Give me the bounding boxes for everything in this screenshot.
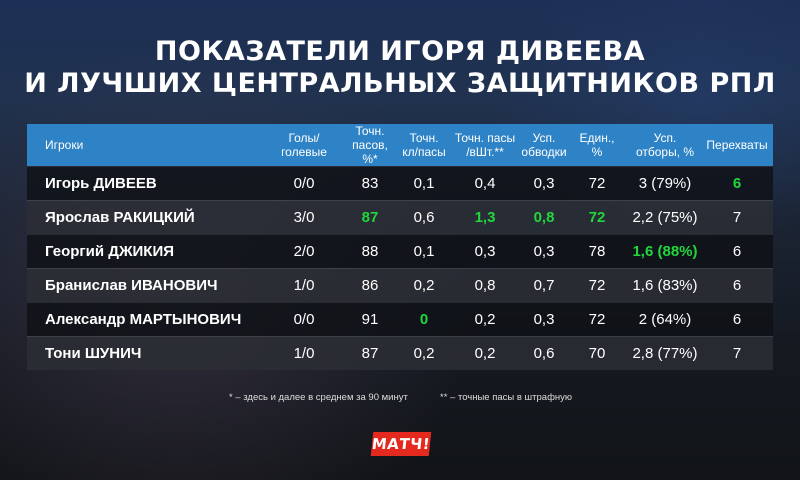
cell-interceptions: 7 bbox=[732, 345, 742, 362]
cell-interceptions: 6 bbox=[732, 175, 742, 192]
table-row: Ярослав РАКИЦКИЙ 3/0 87 0,6 1,3 0,8 72 2,2 (75%… bbox=[27, 200, 773, 234]
header-players: Игроки bbox=[45, 138, 84, 152]
cell-box-passes: 0,8 bbox=[474, 277, 496, 294]
cell-player-name: Тони ШУНИЧ bbox=[45, 345, 142, 362]
cell-dribbles: 0,7 bbox=[533, 277, 555, 294]
cell-tackles: 2,2 (75%) bbox=[632, 209, 698, 226]
cell-dribbles: 0,3 bbox=[533, 175, 555, 192]
cell-dribbles: 0,8 bbox=[533, 209, 555, 226]
header-interceptions: Перехваты bbox=[706, 138, 768, 152]
cell-duels: 72 bbox=[588, 175, 606, 192]
table-row: Георгий ДЖИКИЯ 2/0 88 0,1 0,3 0,3 78 1,6 (88%) 6 bbox=[27, 234, 773, 268]
cell-goals-assists: 0/0 bbox=[293, 175, 315, 192]
cell-player-name: Александр МАРТЫНОВИЧ bbox=[45, 311, 242, 328]
header-pass-accuracy: Точн. пасов, %* bbox=[352, 124, 388, 166]
cell-box-passes: 0,4 bbox=[474, 175, 496, 192]
cell-pass-accuracy: 91 bbox=[361, 311, 379, 328]
cell-dribbles: 0,3 bbox=[533, 311, 555, 328]
cell-dribbles: 0,6 bbox=[533, 345, 555, 362]
cell-player-name: Бранислав ИВАНОВИЧ bbox=[45, 277, 218, 294]
table-row: Бранислав ИВАНОВИЧ 1/0 86 0,2 0,8 0,7 72 1,6 (8… bbox=[27, 268, 773, 302]
cell-goals-assists: 1/0 bbox=[293, 345, 315, 362]
cell-interceptions: 6 bbox=[732, 311, 742, 328]
header-duels: Един., % bbox=[579, 131, 615, 159]
cell-key-passes: 0 bbox=[419, 311, 429, 328]
stats-table: Игроки Голы/ голевые Точн. пасов, %* Точ… bbox=[27, 124, 773, 370]
cell-tackles: 3 (79%) bbox=[638, 175, 692, 192]
table-body: Игорь ДИВЕЕВ 0/0 83 0,1 0,4 0,3 72 3 (79%) 6 Ярос… bbox=[27, 166, 773, 370]
cell-key-passes: 0,1 bbox=[413, 243, 435, 260]
cell-goals-assists: 0/0 bbox=[293, 311, 315, 328]
page-title: ПОКАЗАТЕЛИ ИГОРЯ ДИВЕЕВА И ЛУЧШИХ ЦЕНТРА… bbox=[0, 36, 800, 100]
title-line-2: И ЛУЧШИХ ЦЕНТРАЛЬНЫХ ЗАЩИТНИКОВ РПЛ bbox=[24, 68, 776, 99]
table-row: Игорь ДИВЕЕВ 0/0 83 0,1 0,4 0,3 72 3 (79%) 6 bbox=[27, 166, 773, 200]
cell-tackles: 2 (64%) bbox=[638, 311, 692, 328]
cell-duels: 72 bbox=[588, 209, 606, 226]
cell-player-name: Игорь ДИВЕЕВ bbox=[45, 175, 157, 192]
cell-pass-accuracy: 87 bbox=[361, 209, 379, 226]
cell-box-passes: 0,2 bbox=[474, 345, 496, 362]
cell-pass-accuracy: 83 bbox=[361, 175, 379, 192]
cell-dribbles: 0,3 bbox=[533, 243, 555, 260]
cell-goals-assists: 2/0 bbox=[293, 243, 315, 260]
cell-box-passes: 0,2 bbox=[474, 311, 496, 328]
title-line-1: ПОКАЗАТЕЛИ ИГОРЯ ДИВЕЕВА bbox=[154, 36, 646, 67]
cell-duels: 78 bbox=[588, 243, 606, 260]
cell-key-passes: 0,1 bbox=[413, 175, 435, 192]
cell-interceptions: 7 bbox=[732, 209, 742, 226]
cell-player-name: Ярослав РАКИЦКИЙ bbox=[45, 209, 195, 226]
footnote-right: ** – точные пасы в штрафную bbox=[440, 392, 573, 403]
cell-tackles: 2,8 (77%) bbox=[632, 345, 698, 362]
cell-duels: 72 bbox=[588, 311, 606, 328]
cell-tackles: 1,6 (88%) bbox=[632, 243, 698, 260]
table-row: Тони ШУНИЧ 1/0 87 0,2 0,2 0,6 70 2,8 (77%) 7 bbox=[27, 336, 773, 370]
cell-pass-accuracy: 87 bbox=[361, 345, 379, 362]
table-header-row: Игроки Голы/ голевые Точн. пасов, %* Точ… bbox=[27, 124, 773, 166]
cell-key-passes: 0,2 bbox=[413, 345, 435, 362]
header-box-passes: Точн. пасы /вШт.** bbox=[454, 131, 516, 159]
header-key-passes: Точн. кл/пасы bbox=[402, 131, 446, 159]
cell-interceptions: 6 bbox=[732, 243, 742, 260]
cell-tackles: 1,6 (83%) bbox=[632, 277, 698, 294]
table-row: Александр МАРТЫНОВИЧ 0/0 91 0 0,2 0,3 72 2 (64%… bbox=[27, 302, 773, 336]
cell-key-passes: 0,6 bbox=[413, 209, 435, 226]
logo-text: МАТЧ! bbox=[370, 435, 432, 453]
cell-key-passes: 0,2 bbox=[413, 277, 435, 294]
cell-goals-assists: 1/0 bbox=[293, 277, 315, 294]
cell-box-passes: 0,3 bbox=[474, 243, 496, 260]
header-goals-assists: Голы/ голевые bbox=[281, 131, 327, 159]
cell-player-name: Георгий ДЖИКИЯ bbox=[45, 243, 175, 260]
cell-goals-assists: 3/0 bbox=[293, 209, 315, 226]
footnote-left: * – здесь и далее в среднем за 90 минут bbox=[229, 392, 408, 403]
cell-box-passes: 1,3 bbox=[474, 209, 496, 226]
match-tv-logo: МАТЧ! bbox=[370, 432, 432, 456]
header-tackles: Усп. отборы, % bbox=[635, 131, 695, 159]
cell-interceptions: 6 bbox=[732, 277, 742, 294]
cell-pass-accuracy: 88 bbox=[361, 243, 379, 260]
cell-duels: 72 bbox=[588, 277, 606, 294]
header-dribbles: Усп. обводки bbox=[521, 131, 567, 159]
cell-duels: 70 bbox=[588, 345, 606, 362]
cell-pass-accuracy: 86 bbox=[361, 277, 379, 294]
